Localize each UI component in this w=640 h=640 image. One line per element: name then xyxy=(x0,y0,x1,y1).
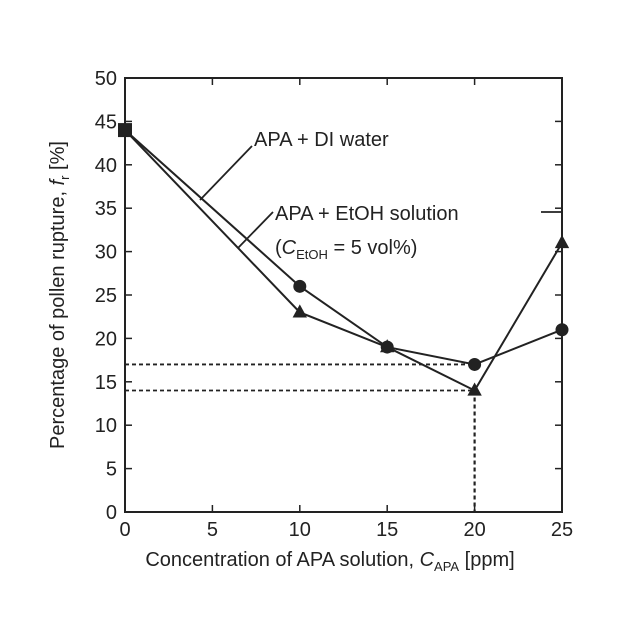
data-point-circle xyxy=(468,358,481,371)
x-tick-label: 25 xyxy=(551,519,573,541)
y-tick-label: 25 xyxy=(95,285,117,307)
annotation-etoh-solution: APA + EtOH solution xyxy=(275,203,459,225)
y-axis-title-unit: [%] xyxy=(47,141,69,175)
x-axis-title-unit: [ppm] xyxy=(459,549,515,571)
data-point-circle xyxy=(293,280,306,293)
x-axis-title: Concentration of APA solution, CAPA [ppm… xyxy=(145,549,514,574)
x-axis-title-symbol: C xyxy=(420,549,435,571)
annotation-condition-symbol: C xyxy=(282,237,297,259)
y-tick-label: 30 xyxy=(95,242,117,264)
x-axis-title-subscript: APA xyxy=(434,559,459,574)
y-tick-label: 5 xyxy=(106,459,117,481)
y-tick-label: 0 xyxy=(106,502,117,524)
y-tick-label: 20 xyxy=(95,328,117,350)
annotation-condition-rest: = 5 vol%) xyxy=(328,237,417,259)
x-axis-title-main: Concentration of APA solution, xyxy=(145,549,419,571)
y-tick-label: 40 xyxy=(95,155,117,177)
x-tick-label: 5 xyxy=(207,519,218,541)
y-tick-label: 50 xyxy=(95,68,117,90)
annotation-di-water: APA + DI water xyxy=(254,129,389,151)
y-tick-label: 15 xyxy=(95,372,117,394)
y-tick-label: 10 xyxy=(95,415,117,437)
x-tick-label: 10 xyxy=(289,519,311,541)
annotation-condition-subscript: EtOH xyxy=(296,247,328,262)
y-tick-label: 45 xyxy=(95,111,117,133)
x-tick-label: 15 xyxy=(376,519,398,541)
x-tick-label: 0 xyxy=(119,519,130,541)
y-axis-title-main: Percentage of pollen rupture, xyxy=(47,185,69,449)
y-axis-title: Percentage of pollen rupture, fr [%] xyxy=(47,141,72,449)
x-tick-label: 20 xyxy=(463,519,485,541)
y-tick-label: 35 xyxy=(95,198,117,220)
